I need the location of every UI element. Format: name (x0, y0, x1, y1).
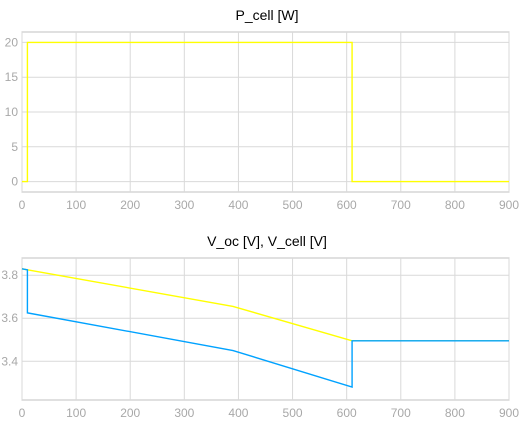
y-tick-label: 10 (5, 105, 19, 119)
y-tick-label: 20 (5, 35, 19, 49)
y-tick-label: 3.4 (1, 354, 18, 368)
x-tick-label: 200 (120, 406, 140, 420)
series-line-2 (21, 268, 509, 389)
x-tick-label: 800 (445, 198, 465, 212)
top-chart: P_cell [W] 0 100 200 300 400 500 600 700 800 9000… (5, 7, 520, 212)
series-line-1 (22, 41, 509, 183)
x-tick-label: 500 (283, 406, 303, 420)
x-tick-label: 700 (391, 406, 411, 420)
x-tick-label: 500 (283, 198, 303, 212)
x-tick-label: 100 (66, 198, 86, 212)
x-tick-label: 900 (499, 406, 519, 420)
x-tick-label: 700 (391, 198, 411, 212)
x-tick-label: 400 (228, 406, 248, 420)
top-chart-title: P_cell [W] (235, 7, 298, 23)
x-tick-label: 0 (19, 198, 26, 212)
x-tick-label: 600 (337, 406, 357, 420)
x-tick-label: 300 (174, 198, 194, 212)
y-tick-label: 0 (11, 175, 18, 189)
y-tick-label: 15 (5, 70, 19, 84)
bottom-chart-plot: 0 100 200 300 400 500 600 700 800 900 3.4 3.6 3.8 (1, 257, 519, 420)
x-tick-label: 900 (499, 198, 519, 212)
x-tick-label: 200 (120, 198, 140, 212)
x-tick-label: 400 (228, 198, 248, 212)
x-tick-label: 0 (19, 406, 26, 420)
top-chart-plot: 0 100 200 300 400 500 600 700 800 900 0 5 10 15 20 (5, 31, 519, 212)
y-tick-label: 5 (11, 140, 18, 154)
y-tick-label: 3.8 (1, 268, 18, 282)
y-tick-label: 3.6 (1, 311, 18, 325)
plot-area (21, 257, 510, 401)
x-tick-label: 300 (174, 406, 194, 420)
x-tick-label: 100 (66, 406, 86, 420)
bottom-chart-title: V_oc [V], V_cell [V] (207, 233, 327, 249)
x-tick-label: 800 (445, 406, 465, 420)
bottom-chart: V_oc [V], V_cell [V] 0 100 200 300 400 500 600… (1, 233, 519, 420)
x-tick-label: 600 (337, 198, 357, 212)
